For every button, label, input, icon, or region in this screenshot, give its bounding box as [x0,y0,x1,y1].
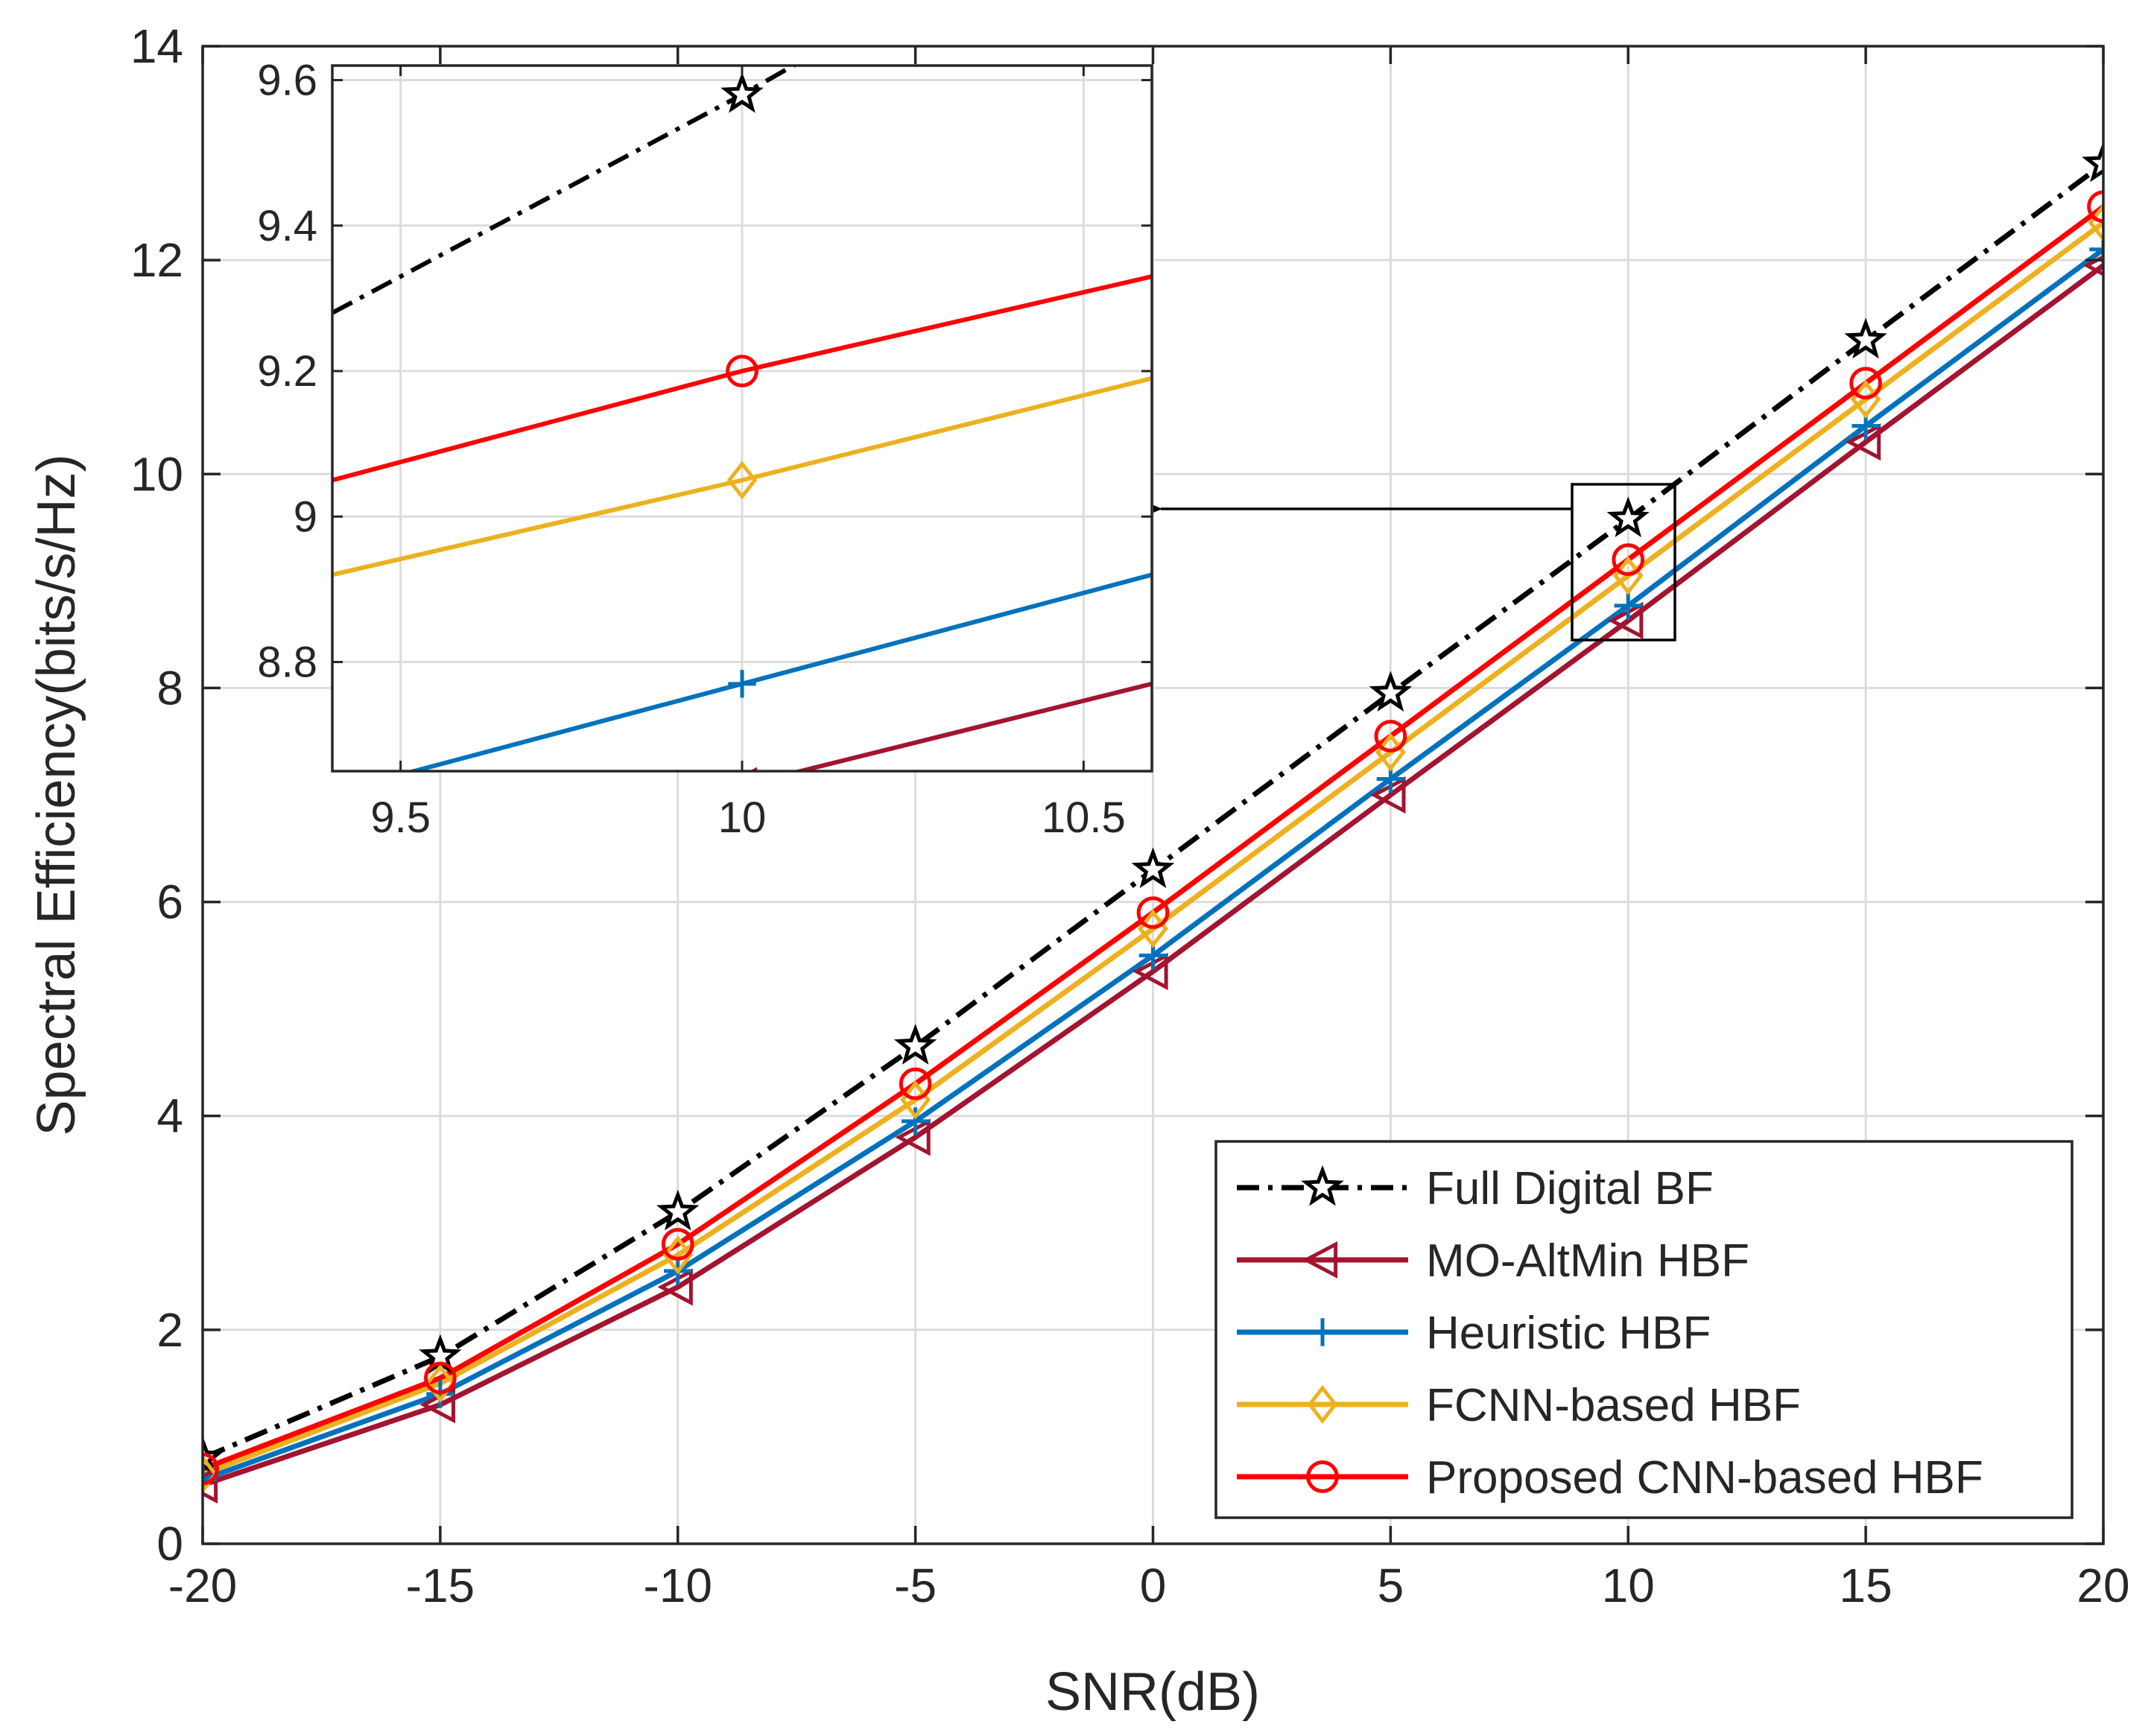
inset-y-tick-label: 9 [294,492,317,541]
inset-data-point-heuristic-hbf [728,670,756,698]
series-mo-altmin-hbf [203,263,2103,1488]
inset-series-full-digital-bf [332,66,798,315]
legend: Full Digital BF MO-AltMin HBF Heuristic HB… [1214,1140,2074,1519]
x-tick-label: -15 [406,1559,475,1612]
inset-data-point-proposed-cnn-based-hbf [726,355,758,387]
x-tick-label: 15 [1840,1559,1892,1612]
x-tick-label: 5 [1378,1559,1404,1612]
data-point-proposed-cnn-based-hbf [1612,543,1645,577]
legend-label: MO-AltMin HBF [1426,1235,1749,1287]
data-point-full-digital-bf [1606,496,1650,538]
legend-item-fcnn-based-hbf: FCNN-based HBF [1237,1380,1801,1431]
data-point-heuristic-hbf [1614,592,1642,620]
inset-series-fcnn-based-hbf [332,376,1152,577]
legend-marker-mo-altmin-hbf [1302,1241,1338,1279]
x-tick-label: -20 [168,1559,238,1612]
inset-x-tick-label: 9.5 [370,793,431,842]
inset-series-line-mo-altmin-hbf [791,681,1152,771]
legend-label: Heuristic HBF [1426,1308,1711,1359]
data-point-proposed-cnn-based-hbf [661,1228,694,1261]
data-point-fcnn-based-hbf [662,1235,694,1275]
legend-marker-proposed-cnn-based-hbf [1306,1460,1339,1493]
legend-label: Proposed CNN-based HBF [1426,1452,1983,1504]
zoom-region-box [1571,483,1676,642]
data-point-proposed-cnn-based-hbf [424,1361,457,1395]
inset-data-point-fcnn-based-hbf [726,460,758,500]
legend-item-proposed-cnn-based-hbf: Proposed CNN-based HBF [1237,1452,1983,1504]
legend-marker-fcnn-based-hbf [1307,1384,1338,1425]
y-tick-label: 12 [130,233,183,287]
inset-tick-layer: 9.5 10 10.5 8.8 9 9.2 9.4 9.6 [257,57,1152,842]
legend-marker-full-digital-bf [1301,1165,1344,1206]
y-tick-label: 10 [130,447,183,501]
data-point-full-digital-bf [1844,317,1887,359]
inset-series-line-proposed-cnn-based-hbf [332,274,1152,483]
data-point-heuristic-hbf [901,1107,930,1135]
inset-y-tick-label: 9.2 [257,347,317,396]
x-tick-label: 10 [1602,1559,1655,1612]
data-point-mo-altmin-hbf [203,1466,218,1504]
y-tick-label: 0 [156,1517,183,1571]
legend-label: FCNN-based HBF [1426,1380,1801,1431]
inset-series-proposed-cnn-based-hbf [332,274,1152,483]
legend-item-mo-altmin-hbf: MO-AltMin HBF [1237,1235,1749,1287]
inset-data-point-full-digital-bf [720,72,764,113]
inset-series-heuristic-hbf [405,572,1152,771]
main-series-layer [203,141,2103,1504]
data-point-proposed-cnn-based-hbf [1136,896,1170,929]
inset-y-tick-label: 8.8 [257,639,317,687]
inset-series-mo-altmin-hbf [749,681,1152,771]
inset-series-line-fcnn-based-hbf [332,376,1152,577]
y-tick-label: 14 [130,19,183,73]
inset-x-tick-label: 10 [718,793,767,842]
y-tick-label: 6 [156,875,183,929]
y-tick-label: 2 [156,1303,183,1357]
data-point-full-digital-bf [1369,671,1413,712]
series-line-mo-altmin-hbf [203,263,2103,1488]
data-point-heuristic-hbf [2089,235,2103,264]
data-point-fcnn-based-hbf [425,1363,456,1403]
data-point-full-digital-bf [2082,141,2103,183]
inset-series-layer [332,66,1152,771]
data-point-proposed-cnn-based-hbf [1849,367,1882,400]
y-tick-label: 8 [156,661,183,715]
data-point-fcnn-based-hbf [203,1454,218,1494]
legend-marker-heuristic-hbf [1308,1318,1337,1346]
x-tick-label: -10 [644,1559,713,1612]
inset-y-tick-label: 9.4 [257,202,317,250]
x-tick-label: 0 [1140,1559,1167,1612]
inset-plot: 9.5 10 10.5 8.8 9 9.2 9.4 9.6 [257,57,1153,842]
data-point-full-digital-bf [893,1024,937,1065]
data-point-proposed-cnn-based-hbf [899,1067,932,1100]
inset-y-tick-label: 9.6 [257,57,317,105]
y-axis-label: Spectral Efficiency(bits/s/Hz) [27,454,86,1136]
data-point-proposed-cnn-based-hbf [1374,720,1407,753]
main-tick-layer: -20 -15 -10 -5 0 5 10 15 20 0 2 4 6 8 10 12 14 [130,19,2130,1612]
y-tick-label: 4 [156,1089,183,1143]
x-tick-label: 20 [2076,1559,2129,1612]
x-tick-label: -5 [894,1559,937,1612]
data-point-proposed-cnn-based-hbf [203,1452,219,1486]
legend-label: Full Digital BF [1426,1163,1714,1214]
legend-item-full-digital-bf: Full Digital BF [1237,1163,1714,1214]
data-point-full-digital-bf [656,1189,700,1231]
legend-item-heuristic-hbf: Heuristic HBF [1237,1308,1711,1359]
inset-x-tick-label: 10.5 [1042,793,1126,842]
x-axis-label: SNR(dB) [1045,1662,1260,1722]
data-point-full-digital-bf [1131,847,1175,888]
